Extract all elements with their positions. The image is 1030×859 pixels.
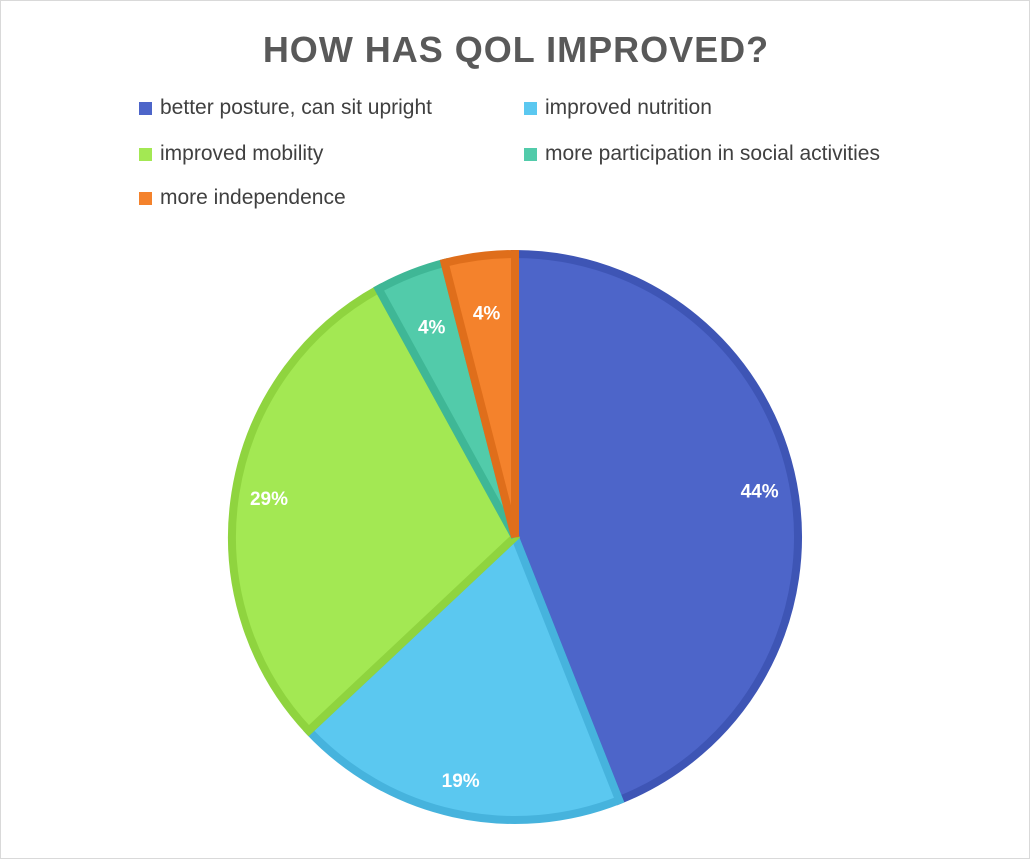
pie-slice [228,283,521,737]
chart-title: HOW HAS QOL IMPROVED? [262,29,770,70]
legend-swatch [524,101,537,115]
data-label: 44% [741,481,779,502]
legend-item-social-activities: more participation in social activities [524,142,880,166]
legend-item-improved-mobility: improved mobility [139,142,323,166]
legend-label: improved nutrition [545,96,712,119]
legend-swatch [139,147,152,161]
legend-label: more participation in social activities [545,142,880,165]
legend-item-better-posture: better posture, can sit upright [139,96,432,120]
legend-swatch [524,147,537,161]
legend-item-improved-nutrition: improved nutrition [524,96,712,120]
pie-slice [439,249,519,538]
legend-swatch [139,101,152,115]
legend-item-more-independence: more independence [139,186,346,210]
legend-label: improved mobility [160,142,324,165]
data-label: 4% [473,303,501,324]
pie-slices [228,249,802,824]
data-label: 19% [442,771,480,792]
legend-label: better posture, can sit upright [160,96,432,119]
data-label: 4% [418,318,446,339]
pie-slice [303,530,625,824]
data-label: 29% [250,489,288,510]
legend-label: more independence [160,186,346,209]
pie-data-labels: 44% 19% 29% 4% 4% [250,303,779,792]
pie-slice [511,249,802,806]
legend-swatch [139,191,152,205]
